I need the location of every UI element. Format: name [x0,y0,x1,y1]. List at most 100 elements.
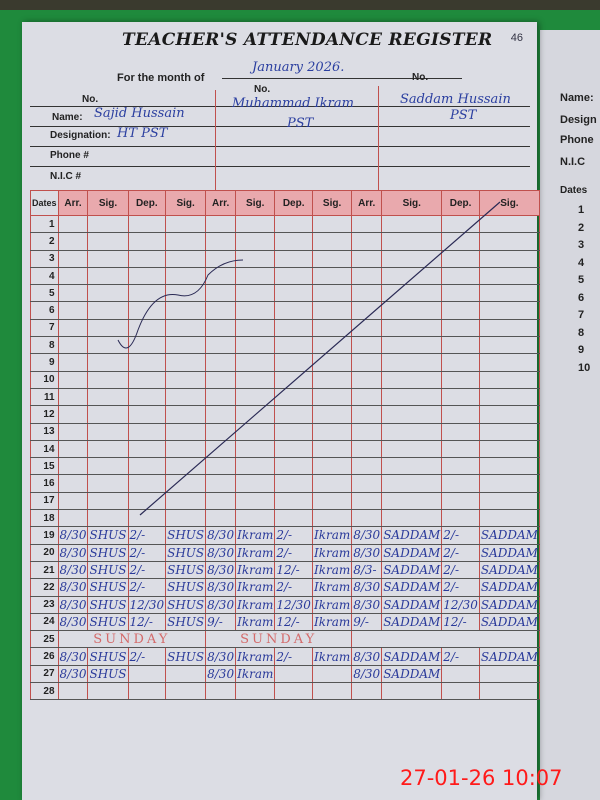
date-cell: 8 [30,336,59,355]
attendance-cell [205,509,237,528]
table-row: 2 [30,232,540,251]
table-row: 1 [30,215,540,234]
attendance-cell [165,284,207,303]
attendance-cell: SHUS [165,647,207,666]
attendance-cell [478,388,540,407]
attendance-cell [165,509,207,528]
attendance-cell [478,267,540,286]
attendance-cell [87,457,129,476]
page-number: 46 [510,32,523,44]
attendance-cell: 8/30 [57,596,89,614]
attendance-cell [165,405,207,424]
attendance-cell [478,232,540,251]
attendance-cell [478,250,540,268]
table-row: 27 8/30 SHUS 8/30 Ikram 8/30 SADDAM [30,665,540,684]
attendance-cell [235,232,276,251]
attendance-cell [127,284,167,303]
attendance-cell [87,301,129,320]
date-cell: 1 [30,215,59,234]
attendance-cell [274,665,313,684]
attendance-cell [274,388,313,407]
attendance-cell: 2/- [274,544,313,562]
attendance-cell [235,474,276,493]
teacher-2-name: Muhammad Ikram [232,96,354,111]
attendance-cell: Ikram [235,665,276,684]
attendance-cell [381,492,443,511]
attendance-cell: 8/30 [57,613,89,632]
attendance-cell: SADDAM [381,578,443,597]
teacher-2-designation: PST [287,116,314,131]
attendance-cell: 2/- [441,647,480,666]
attendance-cell [165,371,207,389]
attendance-cell: SHUS [87,613,129,632]
attendance-cell [311,284,353,303]
attendance-cell [351,405,383,424]
attendance-cell: SHUS [165,544,207,562]
attendance-cell: 9/- [351,613,383,632]
attendance-cell [235,371,276,389]
attendance-cell [311,405,353,424]
attendance-cell [478,423,540,441]
attendance-cell [127,682,167,701]
attendance-cell [165,423,207,441]
attendance-cell [478,509,540,528]
attendance-cell: SADDAM [478,578,540,597]
sunday-cell: SUNDAY [205,630,353,649]
attendance-cell [478,215,540,234]
table-row: 6 [30,301,540,320]
attendance-cell [441,371,480,389]
attendance-cell [441,336,480,355]
table-row: 9 [30,353,540,372]
attendance-cell: 8/30 [351,647,383,666]
attendance-cell [57,457,89,476]
attendance-cell [311,250,353,268]
attendance-cell: 8/3- [351,561,383,580]
attendance-cell [274,371,313,389]
attendance-cell [381,319,443,338]
attendance-cell: SADDAM [478,526,540,545]
attendance-cell [205,301,237,320]
attendance-cell [127,232,167,251]
attendance-cell [87,215,129,234]
attendance-cell: SHUS [87,665,129,684]
column-header: Dep. [441,190,480,216]
attendance-cell: 8/30 [351,665,383,684]
date-cell: 25 [30,630,59,649]
attendance-cell [311,665,353,684]
attendance-cell [311,509,353,528]
attendance-cell [127,457,167,476]
next-date: 8 [578,326,585,339]
attendance-cell [441,665,480,684]
attendance-cell [351,474,383,493]
designation-label: Designation: [50,130,111,141]
attendance-cell [165,250,207,268]
attendance-cell: 2/- [441,561,480,580]
attendance-cell: 8/30 [57,561,89,580]
table-row: 23 8/30 SHUS 12/30 SHUS 8/30 Ikram 12/30 Ikram 8/… [30,596,540,614]
attendance-cell [381,353,443,372]
attendance-cell: SADDAM [381,665,443,684]
attendance-cell [351,371,383,389]
date-cell: 6 [30,301,59,320]
attendance-cell [478,371,540,389]
column-header: Sig. [87,190,129,216]
teacher-1-name: Sajid Hussain [94,106,185,121]
attendance-cell [57,492,89,511]
attendance-cell [441,457,480,476]
attendance-cell: 2/- [274,526,313,545]
attendance-cell [57,215,89,234]
attendance-cell: SHUS [165,613,207,632]
attendance-cell: 12/30 [274,596,313,614]
column-header: Sig. [478,190,540,216]
attendance-cell [165,353,207,372]
attendance-cell [351,457,383,476]
attendance-cell: 2/- [274,647,313,666]
attendance-cell [311,267,353,286]
column-header: Sig. [311,190,353,216]
attendance-cell [478,353,540,372]
attendance-cell [205,423,237,441]
attendance-cell [478,284,540,303]
attendance-cell [381,267,443,286]
attendance-cell [57,405,89,424]
attendance-cell [127,371,167,389]
